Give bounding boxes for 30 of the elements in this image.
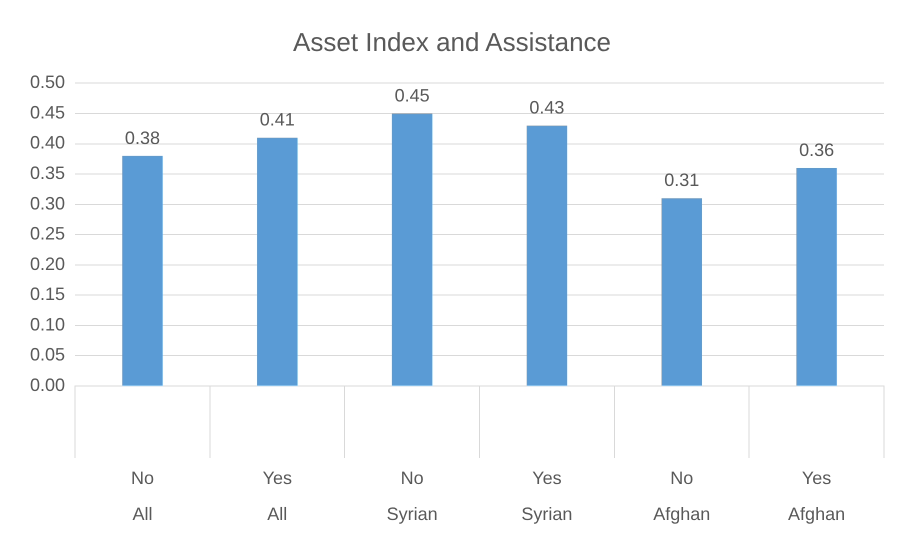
y-tick-label: 0.40 xyxy=(30,132,66,153)
data-label: 0.43 xyxy=(529,98,564,118)
y-tick-label: 0.05 xyxy=(30,344,66,365)
data-label: 0.31 xyxy=(664,170,700,190)
bar xyxy=(257,138,298,386)
y-tick-label: 0.25 xyxy=(30,224,66,244)
y-tick-label: 0.35 xyxy=(30,163,66,184)
data-label: 0.38 xyxy=(124,128,160,148)
data-label: 0.41 xyxy=(260,110,295,130)
x-tick-label: No Afghan xyxy=(653,468,710,524)
x-tick-label: Yes All xyxy=(262,468,292,524)
x-tick-label: Yes Syrian xyxy=(521,468,572,524)
y-tick-label: 0.20 xyxy=(30,254,66,274)
bar xyxy=(796,168,837,386)
x-tick-label: No Syrian xyxy=(386,468,438,524)
y-tick-label: 0.00 xyxy=(30,374,66,395)
bar xyxy=(662,198,702,386)
bar xyxy=(392,113,432,386)
y-tick-label: 0.50 xyxy=(30,72,66,92)
x-tick-label: Yes Afghan xyxy=(788,468,846,524)
y-tick-label: 0.10 xyxy=(30,314,66,334)
y-tick-label: 0.30 xyxy=(30,193,66,214)
data-label: 0.36 xyxy=(799,140,834,160)
bar xyxy=(122,156,163,386)
y-tick-label: 0.15 xyxy=(30,284,66,304)
bar xyxy=(526,126,568,386)
y-tick-label: 0.45 xyxy=(30,102,66,122)
data-label: 0.45 xyxy=(394,85,430,106)
chart-title: Asset Index and Assistance xyxy=(293,26,611,57)
x-tick-label: No All xyxy=(130,468,154,524)
